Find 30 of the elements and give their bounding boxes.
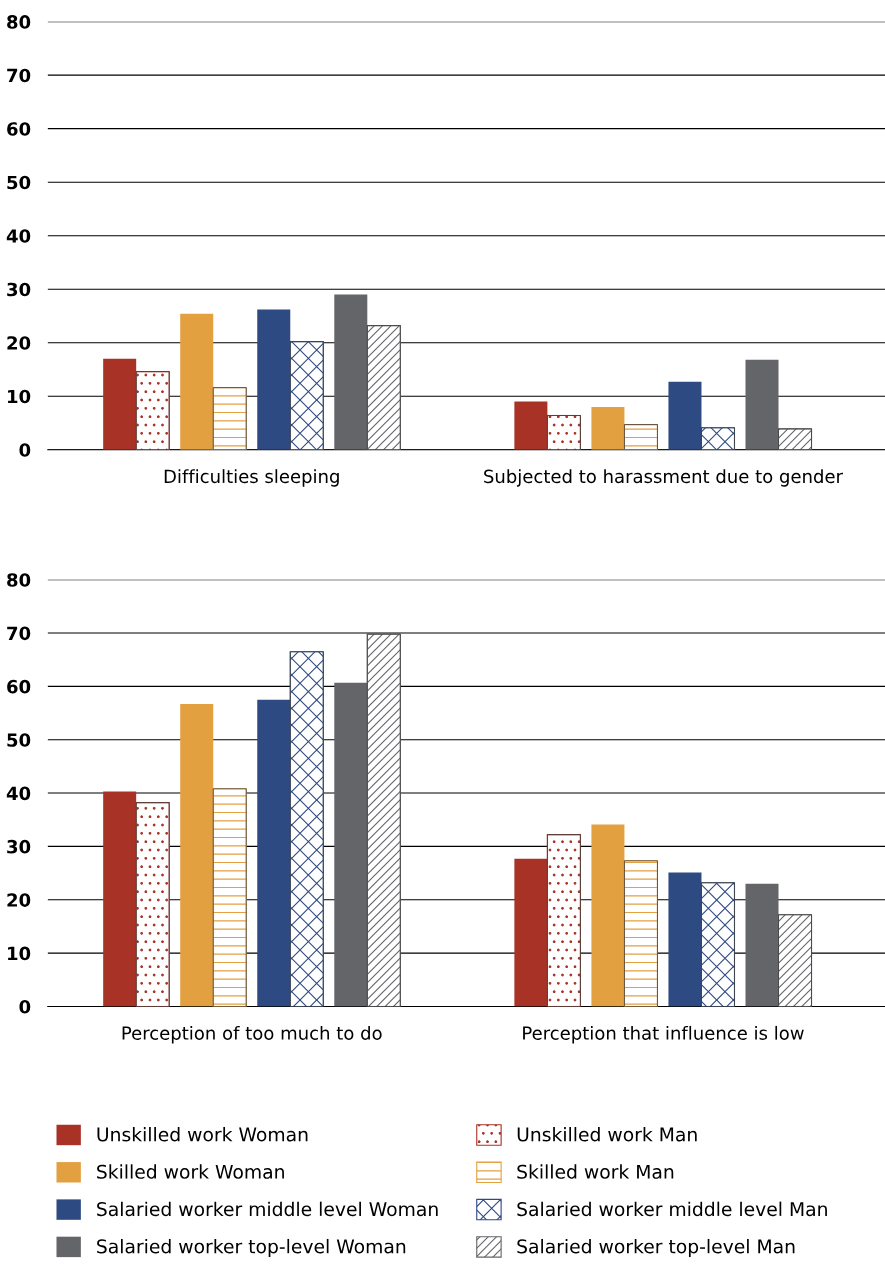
y-tick-label: 60 (7, 122, 31, 136)
y-tick-label: 50 (7, 175, 31, 190)
y-tick-label: 20 (7, 336, 31, 350)
x-tick-label: Difficulties sleeping (164, 469, 339, 487)
y-tick-label: 20 (7, 893, 31, 907)
legend-label: Salaried worker middle level Woman (97, 1201, 438, 1217)
y-tick-label: 80 (7, 573, 31, 587)
x-tick-label: Perception of too much to do (122, 1025, 382, 1044)
y-tick-label: 30 (7, 282, 31, 297)
y-tick-label: 10 (8, 946, 31, 961)
x-tick-label: Perception that influence is low (523, 1025, 804, 1044)
legend-label: Salaried worker middle level Man (517, 1201, 827, 1217)
y-tick-label: 70 (7, 626, 31, 641)
legend-label: Skilled work Woman (97, 1164, 284, 1179)
y-tick-label: 0 (19, 999, 31, 1014)
y-tick-label: 10 (8, 389, 31, 404)
y-tick-label: 50 (7, 733, 31, 747)
legend-label: Salaried worker top-level Man (517, 1238, 795, 1258)
legend-label: Skilled work Man (517, 1164, 674, 1179)
x-tick-label: Subjected to harassment due to gender (484, 469, 843, 487)
y-tick-label: 0 (19, 443, 31, 457)
y-tick-label: 80 (7, 15, 31, 29)
y-tick-label: 40 (6, 786, 31, 801)
legend-label: Unskilled work Woman (97, 1127, 308, 1142)
legend-label: Unskilled work Man (517, 1127, 697, 1142)
y-tick-label: 70 (7, 68, 31, 83)
y-tick-label: 60 (7, 679, 31, 694)
legend-label: Salaried worker top-level Woman (97, 1238, 406, 1258)
y-tick-label: 40 (6, 229, 31, 243)
y-tick-label: 30 (7, 839, 31, 854)
